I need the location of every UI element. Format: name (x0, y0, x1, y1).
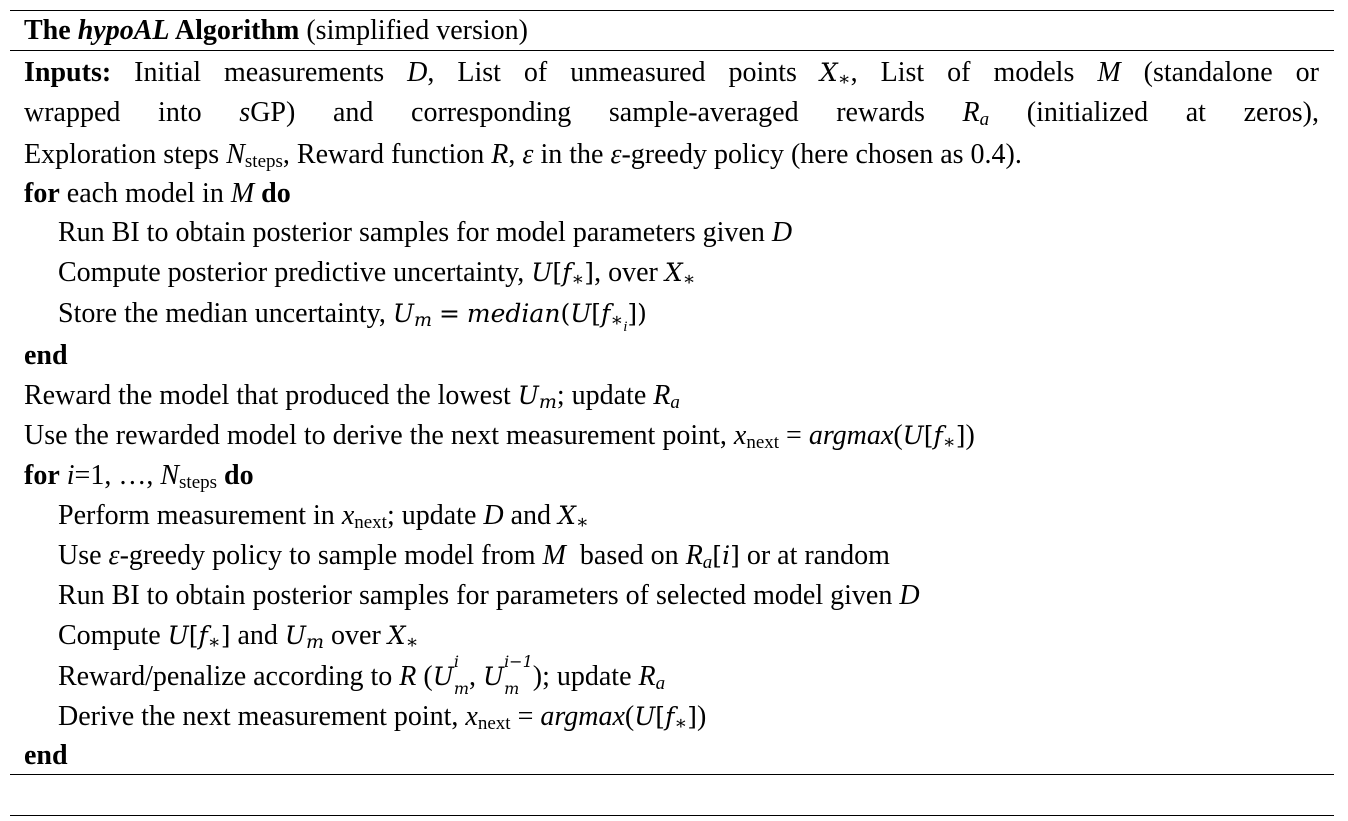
reward-line: Reward the model that produced the lowes… (24, 380, 680, 413)
title-rule (10, 50, 1334, 51)
inputs-line-2: wrapped into sGP) and corresponding samp… (24, 97, 1319, 130)
loop1-header: for each model in M do (24, 178, 291, 209)
loop1-step-2: Compute posterior predictive uncertainty… (58, 257, 696, 290)
loop2-header: for i=1, …, Nsteps do (24, 460, 254, 493)
loop2-step-3: Run BI to obtain posterior samples for p… (58, 580, 920, 611)
inputs-line-3: Exploration steps Nsteps, Reward functio… (24, 139, 1022, 172)
inputs-line-1: Inputs: Initial measurements D, List of … (24, 57, 1320, 90)
loop2-step-1: Perform measurement in xnext; update D a… (58, 500, 589, 533)
derive-line: Use the rewarded model to derive the nex… (24, 420, 975, 453)
loop2-step-2: Use ε-greedy policy to sample model from… (58, 540, 890, 573)
top-rule (10, 10, 1334, 11)
footer-rule (10, 815, 1334, 816)
bottom-rule (10, 774, 1334, 775)
loop1-end: end (24, 340, 68, 371)
loop2-step-6: Derive the next measurement point, xnext… (58, 701, 707, 734)
loop1-step-3: Store the median uncertainty, Um = media… (58, 298, 647, 335)
loop2-step-4: Compute U[f∗] and Um over X∗ (58, 620, 419, 653)
loop2-end: end (24, 740, 68, 771)
algorithm-title: The hypoAL Algorithm (simplified version… (24, 15, 528, 46)
loop1-step-1: Run BI to obtain posterior samples for m… (58, 217, 793, 248)
